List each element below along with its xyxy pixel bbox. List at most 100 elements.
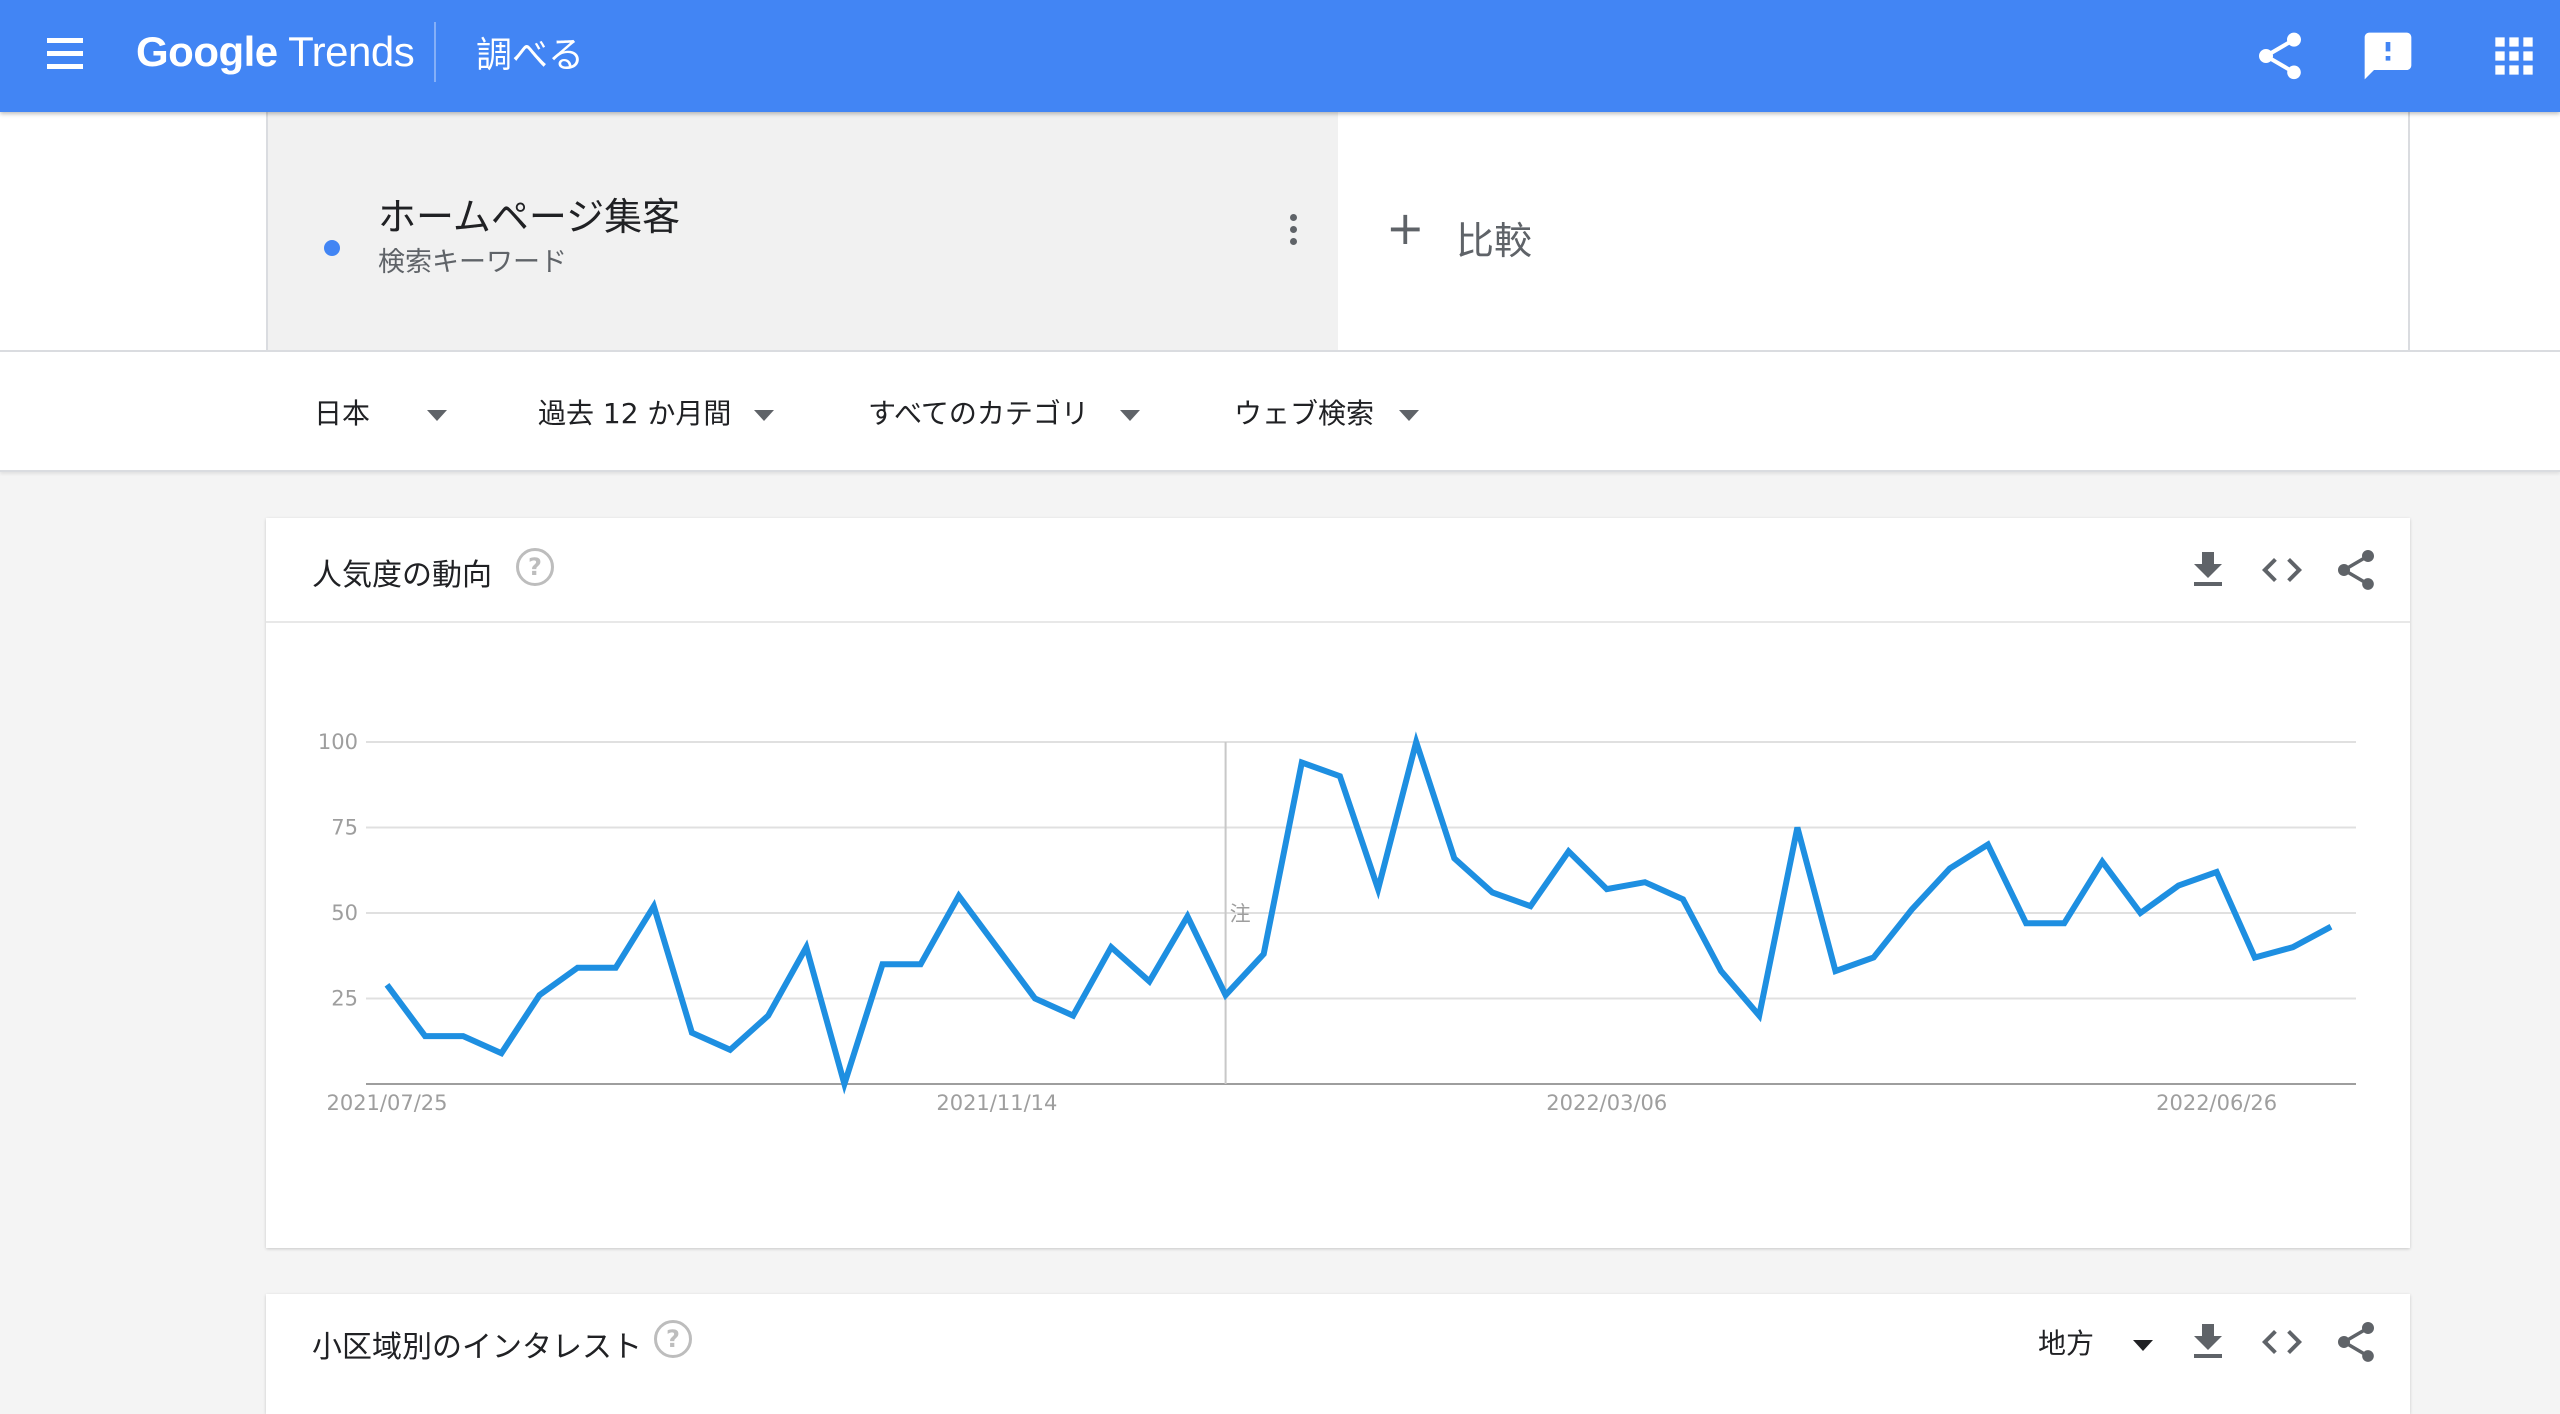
data-point[interactable] — [1489, 889, 1495, 895]
x-tick-label: 2021/11/14 — [936, 1091, 1057, 1115]
category-filter-label: すべてのカテゴリ — [868, 397, 1089, 430]
data-point[interactable] — [765, 1013, 771, 1019]
header-divider — [434, 22, 436, 82]
page-section-title: 調べる — [476, 35, 585, 76]
data-point[interactable] — [1375, 886, 1381, 892]
plus-icon: + — [1386, 201, 1425, 255]
data-point[interactable] — [918, 961, 924, 967]
data-point[interactable] — [384, 982, 390, 988]
data-point[interactable] — [1337, 773, 1343, 779]
data-point[interactable] — [1566, 848, 1572, 854]
data-point[interactable] — [575, 965, 581, 971]
feedback-icon[interactable] — [2360, 28, 2416, 84]
search-terms-bar: ホームページ集客 検索キーワード + 比較 — [0, 112, 2560, 352]
menu-icon[interactable] — [42, 38, 88, 74]
data-point[interactable] — [1794, 825, 1800, 831]
data-point[interactable] — [422, 1033, 428, 1039]
region-resolution-dropdown[interactable]: 地方 — [2038, 1322, 2153, 1362]
region-filter-label: 日本 — [314, 397, 371, 430]
chevron-down-icon — [1119, 409, 1140, 421]
period-filter-label: 過去 12 か月間 — [538, 397, 732, 430]
google-trends-logo[interactable]: Google Trends — [136, 28, 415, 75]
card-title: 人気度の動向 — [312, 558, 492, 593]
help-icon[interactable]: ? — [516, 548, 554, 586]
y-tick-label: 50 — [331, 901, 358, 925]
interest-over-time-card: 人気度の動向 ? 25 50 75 100 注 2021/07/25 2021/11/1… — [266, 518, 2410, 1248]
more-options-icon[interactable] — [1278, 214, 1308, 254]
data-point[interactable] — [880, 961, 886, 967]
data-point[interactable] — [1756, 1013, 1762, 1019]
compare-label: 比較 — [1456, 219, 1533, 263]
data-point[interactable] — [1985, 842, 1991, 848]
data-point[interactable] — [613, 965, 619, 971]
data-point[interactable] — [1642, 879, 1648, 885]
filter-bar: 日本 過去 12 か月間 すべてのカテゴリ ウェブ検索 — [0, 352, 2560, 472]
data-point[interactable] — [956, 893, 962, 899]
data-point[interactable] — [1604, 886, 1610, 892]
data-point[interactable] — [1680, 896, 1686, 902]
embed-icon[interactable] — [2258, 1318, 2306, 1366]
search-type-filter[interactable]: ウェブ検索 — [1234, 392, 1419, 432]
help-icon[interactable]: ? — [654, 1320, 692, 1358]
data-point[interactable] — [651, 903, 657, 909]
data-point[interactable] — [1413, 739, 1419, 745]
data-point[interactable] — [2023, 920, 2029, 926]
x-tick-label: 2021/07/25 — [326, 1091, 447, 1115]
data-point[interactable] — [1261, 951, 1267, 957]
embed-icon[interactable] — [2258, 546, 2306, 594]
search-term-card[interactable]: ホームページ集客 検索キーワード — [266, 112, 1340, 350]
data-point[interactable] — [2252, 954, 2258, 960]
chevron-down-icon — [2132, 1339, 2153, 1351]
data-point[interactable] — [460, 1033, 466, 1039]
data-point[interactable] — [498, 1050, 504, 1056]
data-point[interactable] — [2176, 883, 2182, 889]
annotation-label[interactable]: 注 — [1230, 902, 1251, 926]
data-point[interactable] — [1528, 903, 1534, 909]
data-point[interactable] — [1718, 968, 1724, 974]
category-filter[interactable]: すべてのカテゴリ — [868, 392, 1140, 432]
data-point[interactable] — [1299, 760, 1305, 766]
download-icon[interactable] — [2184, 546, 2232, 594]
share-icon[interactable] — [2332, 1318, 2380, 1366]
data-point[interactable] — [727, 1047, 733, 1053]
data-point[interactable] — [803, 944, 809, 950]
data-point[interactable] — [2328, 924, 2334, 930]
period-filter[interactable]: 過去 12 か月間 — [538, 392, 775, 432]
data-point[interactable] — [2099, 859, 2105, 865]
data-point[interactable] — [1451, 855, 1457, 861]
compare-button[interactable]: + 比較 — [1338, 112, 2410, 350]
series-line[interactable] — [384, 731, 2333, 1095]
data-point[interactable] — [689, 1030, 695, 1036]
share-icon[interactable] — [2332, 546, 2380, 594]
data-point[interactable] — [1184, 913, 1190, 919]
data-point[interactable] — [1832, 968, 1838, 974]
data-point[interactable] — [1909, 907, 1915, 913]
y-tick-label: 25 — [331, 987, 358, 1011]
interest-by-subregion-card: 小区域別のインタレスト ? 地方 — [266, 1294, 2410, 1414]
search-term-type: 検索キーワード — [378, 247, 567, 278]
data-point[interactable] — [2061, 920, 2067, 926]
y-tick-label: 75 — [331, 816, 358, 840]
x-tick-label: 2022/03/06 — [1546, 1091, 1667, 1115]
data-point[interactable] — [1070, 1013, 1076, 1019]
data-point[interactable] — [1108, 944, 1114, 950]
download-icon[interactable] — [2184, 1318, 2232, 1366]
data-point[interactable] — [1223, 992, 1229, 998]
data-point[interactable] — [2290, 944, 2296, 950]
y-tick-label: 100 — [318, 730, 358, 754]
apps-icon[interactable] — [2486, 28, 2542, 84]
data-point[interactable] — [841, 1081, 847, 1087]
share-icon[interactable] — [2252, 28, 2308, 84]
data-point[interactable] — [2137, 910, 2143, 916]
data-point[interactable] — [1032, 996, 1038, 1002]
region-resolution-label: 地方 — [2038, 1327, 2095, 1360]
top-app-bar: Google Trends 調べる — [0, 0, 2560, 112]
data-point[interactable] — [536, 992, 542, 998]
region-filter[interactable]: 日本 — [314, 392, 447, 432]
data-point[interactable] — [994, 944, 1000, 950]
data-point[interactable] — [1947, 866, 1953, 872]
data-point[interactable] — [2214, 869, 2220, 875]
data-point[interactable] — [1871, 954, 1877, 960]
interest-line-chart[interactable]: 25 50 75 100 注 2021/07/25 2021/11/14 2022/03/… — [266, 518, 2410, 1248]
data-point[interactable] — [1146, 978, 1152, 984]
